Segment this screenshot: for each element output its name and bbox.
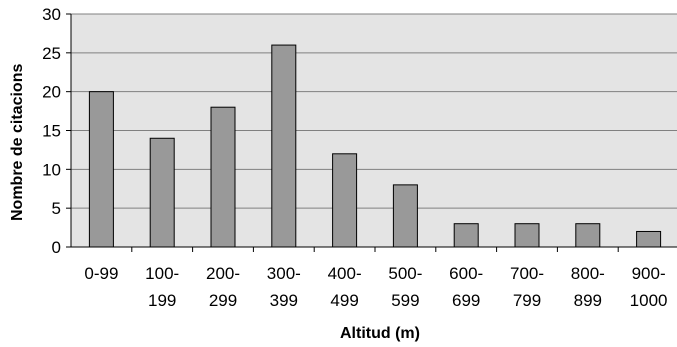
x-tick-label-line: 400- bbox=[328, 264, 362, 283]
x-tick-label-line: 300- bbox=[267, 264, 301, 283]
x-tick-label: 800- 899 bbox=[571, 264, 605, 310]
x-tick-label: 100- 199 bbox=[145, 264, 179, 310]
x-tick-label-line: 599 bbox=[391, 291, 419, 310]
x-tick-label-line: 899 bbox=[574, 291, 602, 310]
x-tick-label: 700- 799 bbox=[510, 264, 544, 310]
x-tick-label: 900- 1000 bbox=[630, 264, 668, 310]
y-axis-title: Nombre de citacions bbox=[9, 64, 26, 221]
x-tick-label: 600- 699 bbox=[449, 264, 483, 310]
bar-100-199 bbox=[149, 137, 175, 248]
bars bbox=[88, 44, 662, 248]
x-tick-label-line: 499 bbox=[330, 291, 358, 310]
x-tick-label-line: 699 bbox=[452, 291, 480, 310]
bar-400-499 bbox=[332, 153, 358, 248]
y-tick-label: 20 bbox=[42, 83, 61, 102]
x-tick-label: 200- 299 bbox=[206, 264, 240, 310]
y-tick-label: 25 bbox=[42, 44, 61, 63]
x-tick-label: 400- 499 bbox=[328, 264, 362, 310]
bar-200-299 bbox=[210, 106, 236, 248]
y-tick-label: 30 bbox=[42, 5, 61, 24]
x-axis-ticks: 0-99 100- 199 200- 299 300- 399 400- 499 500- 599 6… bbox=[84, 247, 668, 310]
y-tick-label: 0 bbox=[52, 238, 61, 257]
x-axis-title: Altitud (m) bbox=[340, 325, 420, 342]
bar-600-699 bbox=[453, 223, 479, 248]
bar-900-1000 bbox=[636, 230, 662, 248]
x-tick-label-line: 399 bbox=[270, 291, 298, 310]
x-tick-label-line: 200- bbox=[206, 264, 240, 283]
x-tick-label-line: 0-99 bbox=[84, 264, 118, 283]
x-tick-label-line: 900- bbox=[632, 264, 666, 283]
bar-800-899 bbox=[575, 223, 601, 248]
x-tick-label: 500- 599 bbox=[388, 264, 422, 310]
x-tick-label-line: 100- bbox=[145, 264, 179, 283]
bar-700-799 bbox=[514, 223, 540, 248]
y-tick-label: 10 bbox=[42, 160, 61, 179]
bar-300-399 bbox=[271, 44, 297, 248]
x-tick-label: 300- 399 bbox=[267, 264, 301, 310]
x-tick-label-line: 799 bbox=[513, 291, 541, 310]
x-tick-label-line: 700- bbox=[510, 264, 544, 283]
y-tick-label: 15 bbox=[42, 122, 61, 141]
x-tick-label: 0-99 bbox=[84, 264, 118, 283]
x-tick-label-line: 199 bbox=[148, 291, 176, 310]
y-tick-label: 5 bbox=[52, 199, 61, 218]
x-tick-label-line: 500- bbox=[388, 264, 422, 283]
x-tick-label-line: 800- bbox=[571, 264, 605, 283]
bar-0-99 bbox=[88, 91, 114, 248]
bar-500-599 bbox=[392, 184, 418, 248]
x-tick-label-line: 1000 bbox=[630, 291, 668, 310]
y-axis-ticks: 0 5 10 15 20 25 30 bbox=[42, 5, 71, 257]
x-tick-label-line: 600- bbox=[449, 264, 483, 283]
x-tick-label-line: 299 bbox=[209, 291, 237, 310]
